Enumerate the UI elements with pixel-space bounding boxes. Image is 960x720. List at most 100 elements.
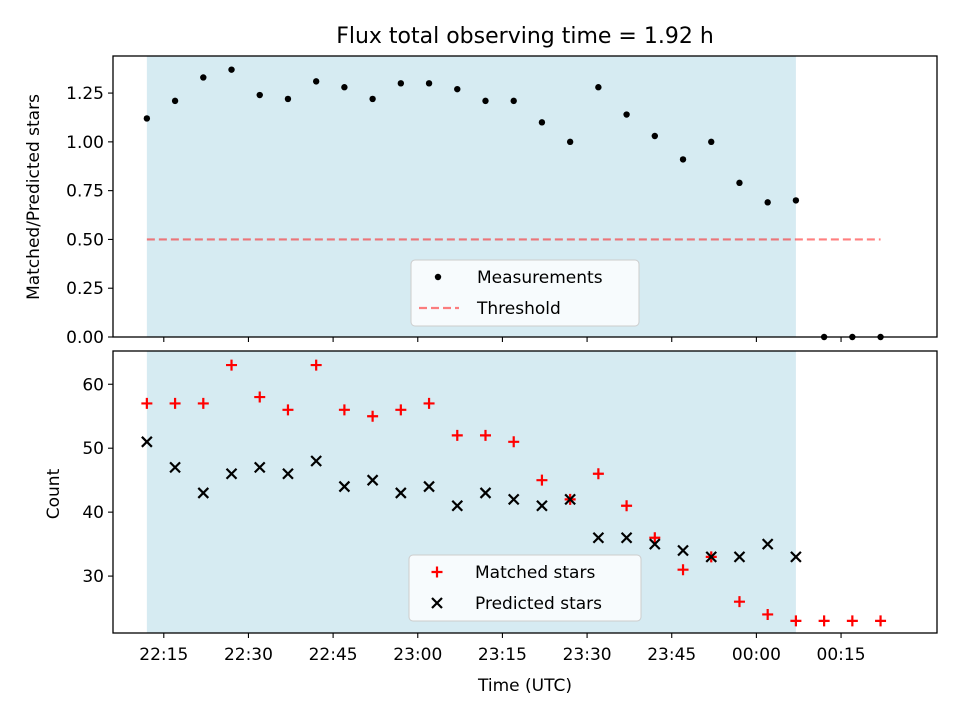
matched-star-point: [141, 397, 153, 409]
predicted-star-point: [282, 467, 294, 480]
matched-star-point: [451, 429, 463, 441]
bottom-plot-area: 30 40 50 60 22:15 22:30 22:45 23:00 23:15 23:30 23…: [82, 350, 938, 665]
measurement-point: [764, 199, 771, 206]
measurement-point: [538, 119, 546, 126]
y-tick-label: 30: [82, 567, 104, 587]
y-tick-label: 0.00: [66, 328, 104, 348]
predicted-star-point: [620, 531, 633, 544]
predicted-star-point: [733, 551, 746, 563]
axes-frame: [112, 350, 938, 634]
measurement-point: [171, 97, 179, 105]
predicted-star-point: [423, 480, 435, 493]
matched-star-point: [282, 404, 294, 416]
legend-measurement-marker: [434, 273, 442, 281]
measurement-point: [228, 66, 235, 73]
legend-label: Measurements: [477, 268, 603, 288]
matched-star-point: [423, 397, 435, 409]
measurement-point: [454, 85, 461, 93]
measurement-point: [595, 84, 602, 91]
predicted-star-point: [338, 480, 351, 493]
top-plot-area: 0.00 0.25 0.50 0.75 1.00 1.25 Measurements Thre…: [66, 55, 938, 348]
predicted-star-point: [310, 455, 322, 467]
chart-title: Flux total observing time = 1.92 h: [336, 24, 714, 49]
measurement-point: [143, 115, 151, 122]
predicted-star-point: [790, 551, 802, 563]
matched-star-point: [310, 359, 322, 371]
matched-star-point: [875, 615, 887, 627]
matched-star-point: [367, 410, 379, 422]
matched-star-point: [790, 615, 802, 627]
top-y-axis-label: Matched/Predicted stars: [24, 94, 44, 300]
y-tick-label: 1.00: [66, 133, 104, 153]
legend-label: Threshold: [476, 299, 561, 319]
matched-star-point: [762, 608, 774, 620]
predicted-star-point: [592, 531, 605, 544]
x-axis-label: Time (UTC): [477, 676, 572, 696]
measurement-point: [312, 78, 320, 85]
measurement-point: [736, 179, 743, 187]
matched-star-point: [169, 397, 181, 409]
y-tick-label: 40: [82, 503, 104, 523]
legend-matched-marker: [431, 566, 443, 578]
measurement-point: [341, 84, 348, 91]
matched-star-point: [226, 359, 238, 371]
measurement-point: [679, 156, 687, 163]
x-tick-label: 22:15: [139, 645, 188, 665]
matched-star-point: [508, 436, 520, 448]
legend-label: Predicted stars: [475, 594, 602, 614]
predicted-star-point: [366, 474, 379, 486]
matched-star-point: [818, 615, 830, 627]
matched-star-point: [677, 564, 689, 576]
x-tick-label: 22:45: [309, 645, 358, 665]
measurement-point: [397, 80, 405, 87]
legend-box: [410, 259, 640, 327]
measurement-point: [566, 138, 574, 146]
predicted-star-point: [705, 551, 718, 563]
measurement-point: [651, 132, 659, 140]
matched-star-point: [733, 596, 745, 608]
matched-star-point: [395, 404, 407, 416]
y-tick-label: 0.50: [66, 230, 104, 250]
predicted-star-point: [761, 538, 774, 550]
predicted-star-point: [479, 487, 492, 499]
measurement-point: [284, 95, 292, 103]
measurement-point: [708, 138, 715, 146]
x-tick-label: 23:15: [478, 645, 527, 665]
matched-star-point: [649, 532, 661, 544]
axes-frame: [112, 55, 938, 338]
measurement-point: [482, 97, 489, 105]
legend: Matched stars Predicted stars: [408, 554, 642, 622]
matched-star-point: [338, 404, 350, 416]
matched-star-point: [536, 474, 548, 486]
x-tick-label: 23:45: [647, 645, 696, 665]
measurement-point: [369, 95, 376, 103]
y-tick-label: 0.25: [66, 279, 104, 299]
predicted-star-point: [395, 487, 407, 499]
y-tick-label: 0.75: [66, 182, 104, 202]
y-tick-label: 1.25: [66, 84, 104, 104]
matched-star-point: [592, 468, 604, 480]
matched-star-point: [197, 397, 209, 409]
predicted-star-point: [253, 461, 266, 474]
bottom-y-axis-label: Count: [44, 468, 64, 519]
predicted-star-point: [197, 487, 210, 499]
x-tick-label: 22:30: [224, 645, 273, 665]
x-tick-label: 23:30: [563, 645, 612, 665]
x-tick-label: 00:00: [732, 645, 781, 665]
measurement-point: [425, 80, 433, 87]
legend-label: Matched stars: [475, 563, 595, 583]
measurement-point: [510, 97, 517, 105]
matched-star-point: [846, 615, 858, 627]
measurement-point: [792, 197, 800, 204]
x-tick-label: 23:00: [393, 645, 442, 665]
matched-star-point: [479, 429, 491, 441]
y-tick-label: 50: [82, 439, 104, 459]
legend-box: [408, 554, 642, 622]
x-tick-label: 00:15: [817, 645, 866, 665]
predicted-star-point: [564, 493, 576, 506]
legend: Measurements Threshold: [410, 259, 640, 327]
predicted-star-point: [225, 467, 238, 480]
predicted-star-point: [169, 461, 181, 474]
predicted-star-point: [536, 499, 548, 512]
